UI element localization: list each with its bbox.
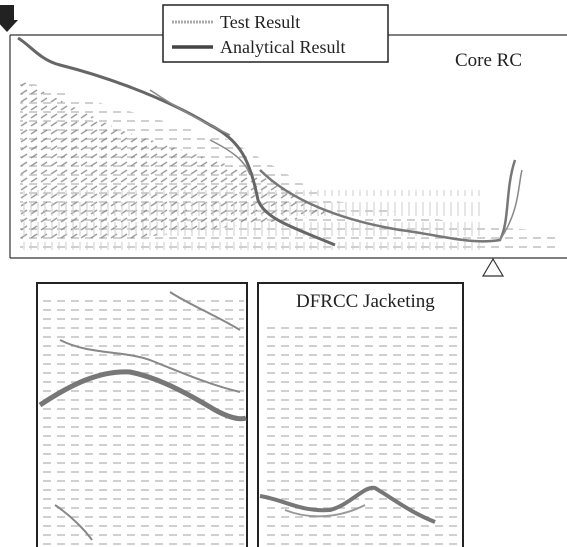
legend-label: Test Result [220,12,300,32]
panel-label: Core RC [455,50,522,71]
panel-label: DFRCC Jacketing [296,291,435,312]
legend: Test Result Analytical Result [163,5,388,62]
figure: Core RC Test Result Analytical Result DF… [0,0,567,547]
jacket-left-panel [37,283,247,547]
support [483,259,503,276]
load-arrow [0,5,18,32]
legend-label: Analytical Result [220,37,345,57]
jacket-right-panel: DFRCC Jacketing [258,283,463,547]
